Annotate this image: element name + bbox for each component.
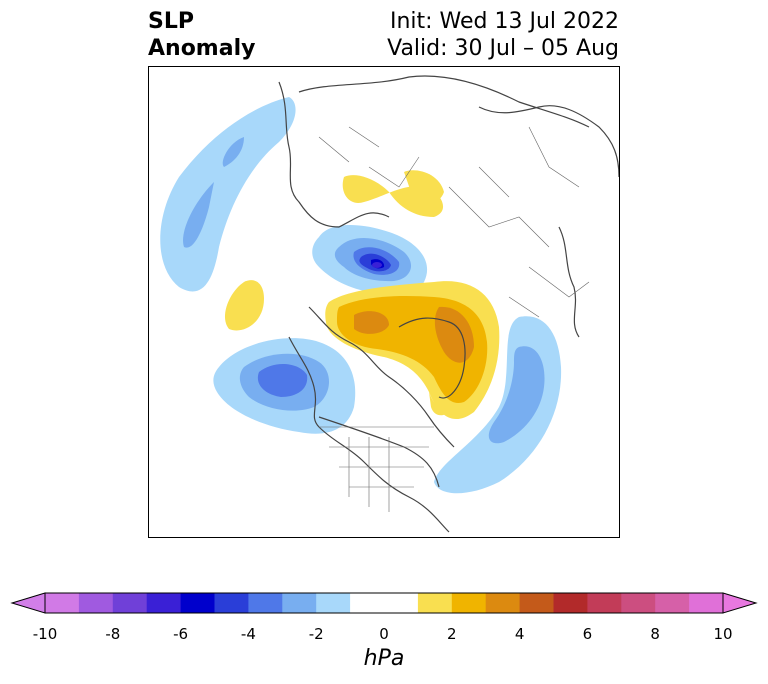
colorbar-segment (587, 593, 622, 613)
colorbar-segment (417, 593, 453, 613)
colorbar-segment (112, 593, 148, 613)
anomaly-neg-north-pacific (213, 338, 356, 434)
colorbar-tick-label: 4 (514, 625, 525, 643)
colorbar-segment (45, 593, 80, 613)
colorbar-segment (350, 593, 385, 613)
colorbar-segment (180, 593, 215, 613)
chart-title-left: SLP Anomaly (148, 8, 255, 62)
colorbar-tick-label: -4 (240, 625, 256, 643)
colorbar-tick-label: 6 (582, 625, 593, 643)
colorbar-tick-label: -8 (105, 625, 121, 643)
colorbar-segment (621, 593, 656, 613)
anomaly-pos-siberia (342, 170, 444, 217)
colorbar-tick-label: 0 (379, 625, 389, 643)
colorbar-segment (655, 593, 690, 613)
colorbar-segment (248, 593, 283, 613)
colorbar-segment (146, 593, 182, 613)
colorbar-segment (78, 593, 114, 613)
colorbar-segment (451, 593, 487, 613)
colorbar-segment (316, 593, 351, 613)
colorbar-outline (44, 592, 724, 614)
colorbar-segment (282, 593, 317, 613)
chart-title-right: Init: Wed 13 Jul 2022 Valid: 30 Jul – 05… (387, 8, 619, 62)
colorbar-segment (384, 593, 419, 613)
colorbar-segment (485, 593, 521, 613)
colorbar-units: hPa (363, 646, 405, 671)
colorbar-low-extension (10, 592, 46, 614)
anomaly-neg-nw-pacific (160, 97, 296, 292)
colorbar-tick-label: 8 (650, 625, 660, 643)
borders (318, 126, 590, 512)
colorbar-segment (689, 593, 724, 613)
colorbar-segment (214, 593, 249, 613)
colorbar-tick-label: 2 (447, 625, 457, 643)
colorbar (10, 592, 758, 614)
title-variable: SLP (148, 9, 194, 34)
anomaly-neg-north-atlantic (434, 316, 562, 494)
colorbar-tick-label: 10 (713, 625, 733, 643)
colorbar-tick-label: -2 (308, 625, 324, 643)
colorbar-high-extension (722, 592, 758, 614)
anomaly-pos-bering (224, 280, 264, 331)
colorbar-tick-label: -6 (173, 625, 189, 643)
init-date: Init: Wed 13 Jul 2022 (389, 9, 619, 34)
map-canvas (160, 75, 619, 533)
polar-map (148, 66, 620, 538)
anomaly-neg-siberia-arctic (312, 225, 428, 295)
colorbar-segment (553, 593, 588, 613)
valid-period: Valid: 30 Jul – 05 Aug (387, 36, 619, 61)
title-variable-type: Anomaly (148, 36, 256, 61)
colorbar-tick-label: -10 (32, 625, 58, 643)
colorbar-segment (519, 593, 554, 613)
